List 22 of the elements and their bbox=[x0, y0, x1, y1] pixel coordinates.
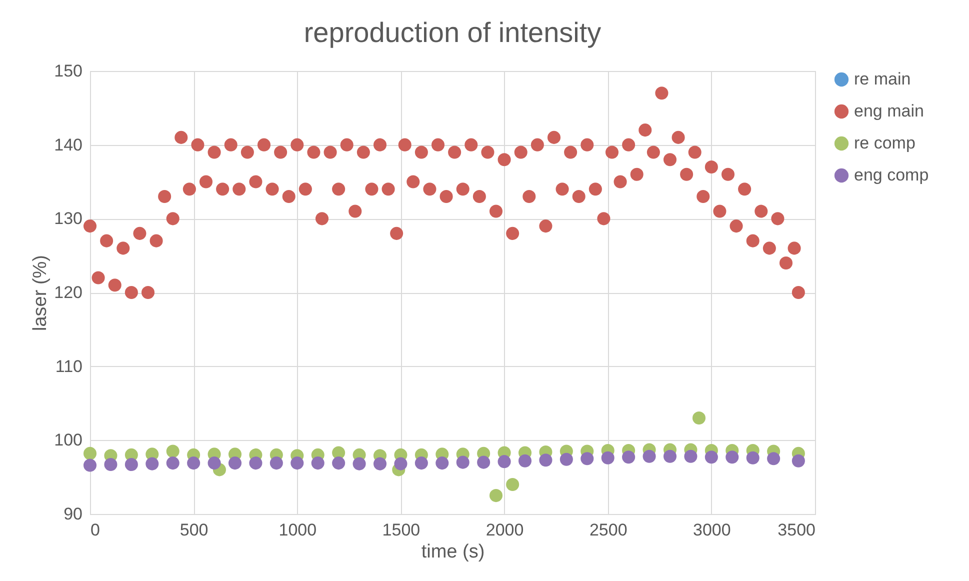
x-tick-label: 0 bbox=[90, 520, 100, 540]
legend-label: re main bbox=[854, 70, 911, 88]
y-tick-label: 150 bbox=[54, 62, 82, 80]
legend-label: re comp bbox=[854, 134, 916, 152]
x-tick-label: 1000 bbox=[278, 520, 317, 540]
x-tick-label: 3000 bbox=[693, 520, 731, 540]
y-tick-label: 140 bbox=[54, 135, 82, 154]
chart-title: reproduction of intensity bbox=[304, 17, 602, 48]
x-tick-label: 3500 bbox=[778, 520, 816, 540]
legend-label: eng main bbox=[854, 102, 924, 120]
y-tick-label: 120 bbox=[54, 283, 82, 302]
x-tick-label: 2000 bbox=[486, 520, 524, 540]
y-tick-label: 130 bbox=[54, 209, 82, 228]
y-tick-label: 100 bbox=[54, 430, 82, 450]
legend-label: eng comp bbox=[854, 166, 929, 184]
y-tick-label: 90 bbox=[64, 504, 82, 524]
x-tick-label: 1500 bbox=[382, 520, 420, 540]
y-axis-title: laser (%) bbox=[30, 254, 52, 332]
x-tick-label: 500 bbox=[180, 520, 208, 540]
x-axis-title: time (s) bbox=[421, 542, 485, 562]
x-tick-label: 2500 bbox=[589, 520, 628, 540]
y-tick-label: 110 bbox=[55, 356, 82, 376]
